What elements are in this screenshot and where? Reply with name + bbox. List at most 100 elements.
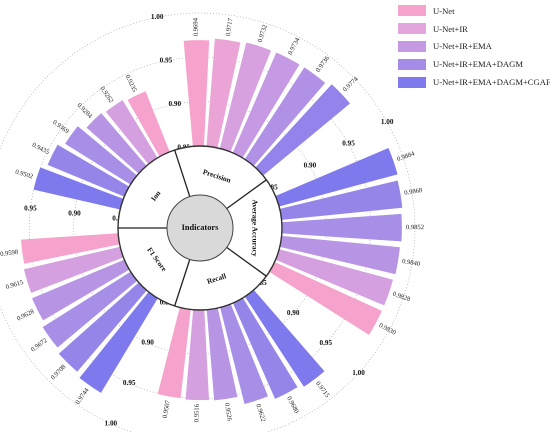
legend-swatch-3: [398, 58, 426, 70]
value-label-4-5: 0.9235: [124, 74, 138, 94]
legend-item-4: U-Net+IR+EMA+DAGM+CGAF: [398, 73, 550, 91]
bar-2-0: [244, 289, 325, 387]
bar-2-5: [157, 307, 191, 399]
bar-0-4: [244, 67, 326, 166]
legend-swatch-0: [398, 5, 426, 17]
tick-label-1-3: 1.00: [381, 118, 394, 126]
bar-0-5: [255, 84, 351, 176]
center-label: Indicators: [182, 223, 220, 232]
bar-1-1: [279, 180, 403, 220]
bar-4-5: [127, 91, 170, 157]
bar-3-1: [58, 282, 147, 372]
bar-4-3: [86, 113, 147, 174]
value-label-1-2: 0.9852: [406, 224, 424, 231]
tick-label-4-1: 0.90: [68, 209, 81, 217]
bar-2-1: [232, 297, 298, 399]
legend-item-3: U-Net+IR+EMA+DAGM: [398, 55, 548, 73]
tick-label-3-2: 0.95: [123, 379, 136, 387]
legend-swatch-2: [398, 40, 426, 52]
hub-divider-2: [174, 259, 191, 307]
value-label-0-1: 0.9717: [225, 17, 235, 37]
bar-3-5: [21, 233, 120, 264]
hub-divider-4: [174, 149, 191, 197]
bar-3-2: [42, 271, 138, 348]
value-label-3-1: 0.9708: [50, 363, 68, 381]
hub-divider-0: [226, 179, 267, 210]
value-label-1-5: 0.9830: [378, 322, 398, 337]
value-label-0-3: 0.9734: [287, 36, 302, 56]
value-label-3-3: 0.9628: [16, 308, 36, 323]
tick-label-2-2: 0.95: [320, 339, 333, 347]
value-label-2-1: 0.9680: [285, 395, 300, 415]
value-label-4-2: 0.9369: [51, 119, 70, 136]
value-label-4-0: 0.9502: [14, 169, 33, 181]
hub-divider-1: [226, 246, 267, 277]
legend-label-3: U-Net+IR+EMA+DAGM: [433, 59, 523, 70]
indicator-label-1: Average Accuracy: [250, 199, 259, 256]
bar-1-5: [269, 262, 382, 335]
bar-1-2: [281, 213, 402, 242]
value-label-3-0: 0.9744: [74, 386, 91, 405]
legend-label-4: U-Net+IR+EMA+DAGM+CGAF: [433, 77, 550, 88]
hub-center-disc: [166, 194, 234, 262]
bar-4-4: [105, 100, 158, 165]
bar-1-0: [275, 148, 398, 207]
value-label-1-1: 0.9868: [404, 187, 424, 197]
value-label-4-4: 0.9262: [98, 86, 114, 105]
value-label-0-4: 0.9736: [315, 54, 332, 73]
value-label-1-0: 0.9884: [396, 150, 416, 163]
bar-1-3: [279, 235, 400, 275]
value-label-4-1: 0.9435: [31, 142, 51, 157]
tick-label-2-1: 0.90: [287, 309, 300, 317]
bar-3-4: [23, 246, 124, 293]
tick-label-0-2: 0.95: [160, 56, 173, 64]
value-label-3-4: 0.9615: [5, 279, 25, 291]
tick-label-0-3: 1.00: [151, 13, 164, 21]
bar-0-1: [206, 38, 241, 148]
value-label-2-2: 0.9622: [254, 403, 266, 422]
bar-2-3: [206, 308, 238, 401]
bar-3-0: [79, 291, 158, 393]
value-label-2-0: 0.9715: [314, 380, 331, 399]
legend-swatch-1: [398, 23, 426, 35]
grid-ring-3: [0, 12, 416, 432]
legend-swatch-4: [398, 76, 426, 88]
legend-label-2: U-Net+IR+EMA: [433, 41, 492, 52]
value-label-1-4: 0.9828: [392, 291, 412, 304]
tick-label-2-3: 1.00: [352, 369, 365, 377]
value-label-3-5: 0.9598: [0, 249, 19, 258]
legend-item-1: U-Net+IR: [398, 20, 548, 38]
legend: U-Net U-Net+IR U-Net+IR+EMA U-Net+IR+EMA+DA…: [398, 2, 550, 91]
legend-label-0: U-Net: [433, 5, 455, 16]
bar-4-2: [65, 126, 138, 185]
value-label-2-4: 0.9516: [193, 403, 200, 422]
bar-3-3: [32, 259, 130, 321]
tick-label-1-2: 0.95: [342, 140, 355, 148]
value-label-2-5: 0.9507: [162, 399, 172, 419]
value-label-2-3: 0.9526: [223, 402, 233, 422]
bar-0-0: [183, 40, 210, 147]
tick-label-0-1: 0.90: [169, 100, 182, 108]
bars: [21, 38, 403, 404]
value-label-0-2: 0.9732: [257, 24, 269, 43]
legend-item-0: U-Net: [398, 2, 548, 20]
value-label-1-3: 0.9840: [401, 258, 421, 268]
legend-item-2: U-Net+IR+EMA: [398, 38, 548, 56]
bar-1-4: [275, 249, 393, 306]
value-label-4-3: 0.9284: [76, 102, 94, 120]
value-label-0-5: 0.9774: [342, 75, 360, 93]
value-label-0-0: 0.9694: [192, 17, 199, 36]
bar-4-0: [33, 167, 124, 210]
tick-label-4-2: 0.95: [24, 204, 37, 212]
value-label-3-2: 0.9672: [30, 337, 49, 353]
bar-2-4: [185, 309, 210, 401]
bar-4-1: [47, 144, 130, 197]
tick-label-1-1: 0.90: [304, 161, 317, 169]
bar-0-2: [219, 42, 272, 152]
tick-label-3-3: 1.00: [105, 419, 118, 427]
tick-label-3-1: 0.90: [141, 339, 154, 347]
bar-0-3: [232, 52, 300, 158]
bar-2-2: [220, 304, 268, 404]
